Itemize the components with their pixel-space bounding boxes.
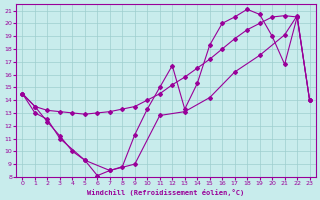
X-axis label: Windchill (Refroidissement éolien,°C): Windchill (Refroidissement éolien,°C) (87, 189, 245, 196)
